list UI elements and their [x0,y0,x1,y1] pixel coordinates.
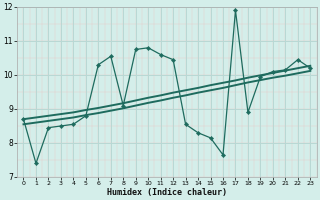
X-axis label: Humidex (Indice chaleur): Humidex (Indice chaleur) [107,188,227,197]
